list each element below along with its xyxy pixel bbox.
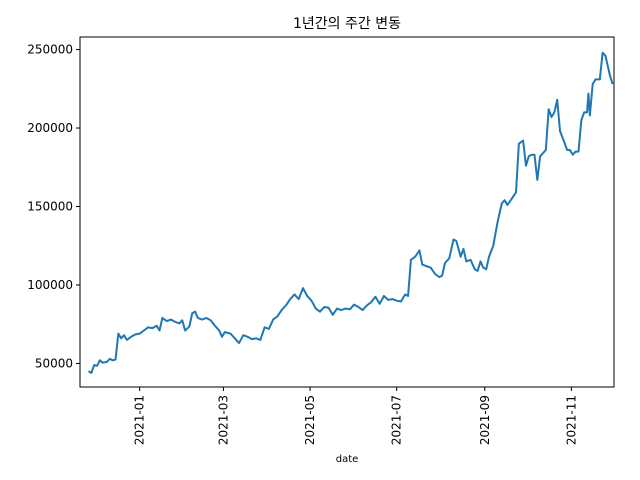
series-line-0 bbox=[88, 51, 614, 374]
y-tick-label: 100000 bbox=[27, 278, 73, 292]
x-tick-label: 2021-01 bbox=[133, 395, 147, 445]
axes-frame bbox=[79, 36, 615, 388]
y-axis: 50000 100000 150000 200000 250000 bbox=[27, 43, 80, 370]
x-tick-label: 2021-11 bbox=[564, 395, 578, 445]
x-tick-label: 2021-07 bbox=[390, 395, 404, 445]
x-tick-label: 2021-03 bbox=[216, 395, 230, 445]
x-tick-label: 2021-05 bbox=[303, 395, 317, 445]
x-axis: 2021-01 2021-03 2021-05 2021-07 2021-09 2021-… bbox=[133, 387, 578, 445]
plot-area bbox=[79, 36, 615, 388]
y-tick-label: 200000 bbox=[27, 121, 73, 135]
y-tick-label: 50000 bbox=[35, 356, 73, 370]
x-tick-label: 2021-09 bbox=[478, 395, 492, 445]
x-axis-label: date bbox=[336, 454, 359, 465]
y-tick-label: 150000 bbox=[27, 200, 73, 214]
chart-title: 1년간의 주간 변동 bbox=[293, 16, 401, 32]
y-tick-label: 250000 bbox=[27, 43, 73, 57]
